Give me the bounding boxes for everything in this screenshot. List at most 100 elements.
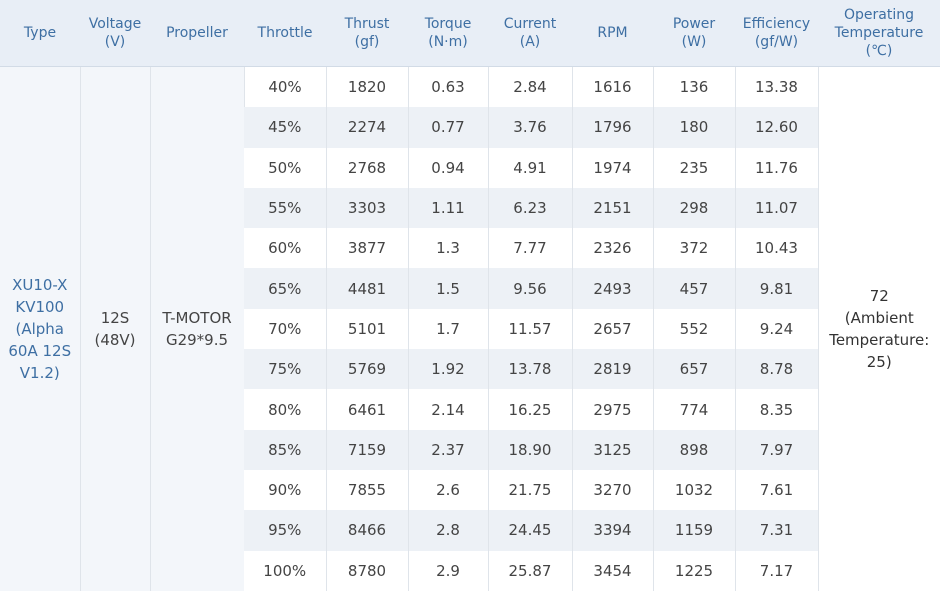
torque-cell: 0.77 — [408, 107, 488, 147]
efficiency-cell: 11.07 — [735, 188, 818, 228]
throttle-cell: 95% — [244, 510, 326, 550]
power-cell: 898 — [653, 430, 735, 470]
efficiency-cell: 12.60 — [735, 107, 818, 147]
thrust-cell: 4481 — [326, 268, 408, 308]
torque-cell: 0.94 — [408, 148, 488, 188]
rpm-cell: 3270 — [572, 470, 653, 510]
voltage-text: (48V) — [81, 329, 150, 351]
type-text: 60A 12S — [0, 340, 80, 362]
thrust-cell: 2768 — [326, 148, 408, 188]
temperature-text: 25) — [819, 351, 940, 373]
rpm-cell: 2819 — [572, 349, 653, 389]
throttle-cell: 55% — [244, 188, 326, 228]
header-type: Type — [0, 0, 80, 67]
current-cell: 6.23 — [488, 188, 572, 228]
header-efficiency: Efficiency(gf/W) — [735, 0, 818, 67]
power-cell: 372 — [653, 228, 735, 268]
torque-cell: 2.8 — [408, 510, 488, 550]
throttle-cell: 70% — [244, 309, 326, 349]
power-cell: 1225 — [653, 551, 735, 591]
thrust-cell: 7855 — [326, 470, 408, 510]
header-rpm: RPM — [572, 0, 653, 67]
efficiency-cell: 7.61 — [735, 470, 818, 510]
header-voltage: Voltage(V) — [80, 0, 150, 67]
efficiency-cell: 7.97 — [735, 430, 818, 470]
efficiency-cell: 10.43 — [735, 228, 818, 268]
rpm-cell: 1796 — [572, 107, 653, 147]
throttle-cell: 80% — [244, 389, 326, 429]
thrust-cell: 5769 — [326, 349, 408, 389]
torque-cell: 1.3 — [408, 228, 488, 268]
throttle-cell: 60% — [244, 228, 326, 268]
torque-cell: 1.11 — [408, 188, 488, 228]
efficiency-cell: 11.76 — [735, 148, 818, 188]
current-cell: 18.90 — [488, 430, 572, 470]
torque-cell: 2.37 — [408, 430, 488, 470]
rpm-cell: 2493 — [572, 268, 653, 308]
throttle-cell: 90% — [244, 470, 326, 510]
current-cell: 25.87 — [488, 551, 572, 591]
type-text: XU10-X — [0, 274, 80, 296]
current-cell: 11.57 — [488, 309, 572, 349]
throttle-cell: 50% — [244, 148, 326, 188]
power-cell: 180 — [653, 107, 735, 147]
temperature-text: (Ambient — [819, 307, 940, 329]
torque-cell: 0.63 — [408, 67, 488, 108]
power-cell: 298 — [653, 188, 735, 228]
efficiency-cell: 8.78 — [735, 349, 818, 389]
header-throttle: Throttle — [244, 0, 326, 67]
torque-cell: 1.92 — [408, 349, 488, 389]
rpm-cell: 1616 — [572, 67, 653, 108]
power-cell: 136 — [653, 67, 735, 108]
type-text: V1.2) — [0, 362, 80, 384]
current-cell: 3.76 — [488, 107, 572, 147]
current-cell: 2.84 — [488, 67, 572, 108]
rpm-cell: 1974 — [572, 148, 653, 188]
current-cell: 16.25 — [488, 389, 572, 429]
header-current: Current(A) — [488, 0, 572, 67]
thrust-cell: 3303 — [326, 188, 408, 228]
thrust-cell: 8780 — [326, 551, 408, 591]
torque-cell: 2.14 — [408, 389, 488, 429]
efficiency-cell: 7.31 — [735, 510, 818, 550]
thrust-cell: 2274 — [326, 107, 408, 147]
thrust-cell: 1820 — [326, 67, 408, 108]
throttle-cell: 65% — [244, 268, 326, 308]
rpm-cell: 2151 — [572, 188, 653, 228]
thrust-cell: 6461 — [326, 389, 408, 429]
current-cell: 4.91 — [488, 148, 572, 188]
temperature-text: 72 — [819, 285, 940, 307]
rpm-cell: 3394 — [572, 510, 653, 550]
rpm-cell: 3454 — [572, 551, 653, 591]
power-cell: 235 — [653, 148, 735, 188]
type-text: KV100 — [0, 296, 80, 318]
current-cell: 9.56 — [488, 268, 572, 308]
rpm-cell: 2326 — [572, 228, 653, 268]
power-cell: 1032 — [653, 470, 735, 510]
voltage-text: 12S — [81, 307, 150, 329]
rpm-cell: 2975 — [572, 389, 653, 429]
torque-cell: 2.6 — [408, 470, 488, 510]
power-cell: 552 — [653, 309, 735, 349]
throttle-cell: 100% — [244, 551, 326, 591]
efficiency-cell: 7.17 — [735, 551, 818, 591]
temperature-text: Temperature: — [819, 329, 940, 351]
power-cell: 774 — [653, 389, 735, 429]
torque-cell: 1.5 — [408, 268, 488, 308]
rpm-cell: 2657 — [572, 309, 653, 349]
rpm-cell: 3125 — [572, 430, 653, 470]
voltage-cell: 12S(48V) — [80, 67, 150, 591]
header-power: Power(W) — [653, 0, 735, 67]
efficiency-cell: 9.81 — [735, 268, 818, 308]
throttle-cell: 45% — [244, 107, 326, 147]
power-cell: 457 — [653, 268, 735, 308]
throttle-cell: 40% — [244, 67, 326, 108]
torque-cell: 1.7 — [408, 309, 488, 349]
